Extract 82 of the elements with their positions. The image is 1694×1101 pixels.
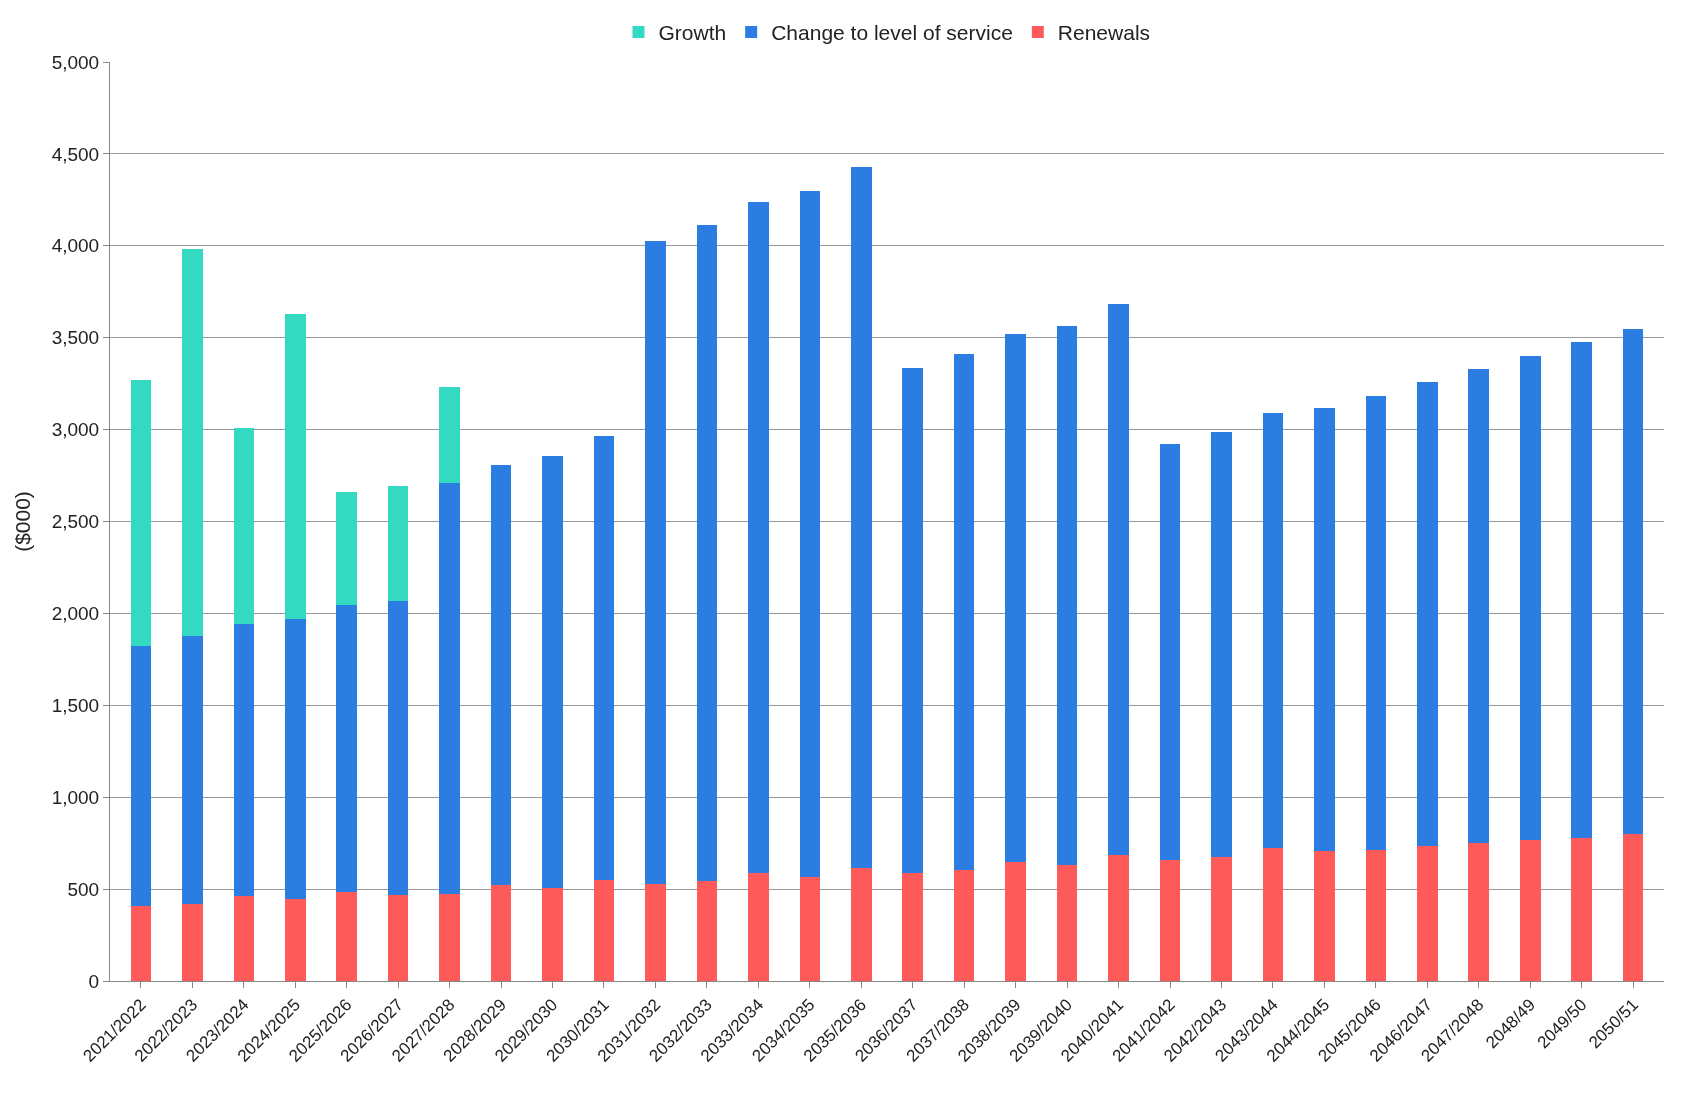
bar <box>1417 845 1438 981</box>
bar <box>799 190 821 878</box>
bar <box>1365 395 1387 850</box>
bar <box>1005 334 1026 862</box>
y-tick-label: 0 <box>88 970 100 992</box>
bar <box>850 867 872 981</box>
bar <box>233 896 255 981</box>
bar <box>130 645 152 906</box>
y-axis-title: ($000) <box>10 491 34 552</box>
bar <box>1056 865 1078 981</box>
bar <box>696 224 718 881</box>
bar <box>233 427 255 624</box>
bar <box>387 600 409 895</box>
bar <box>1108 303 1129 856</box>
bar <box>1108 855 1129 981</box>
legend-label: Renewals <box>1057 21 1151 45</box>
y-tick-label: 2,000 <box>51 603 100 625</box>
bar <box>439 893 460 981</box>
bar <box>1211 432 1232 857</box>
bar <box>902 872 924 981</box>
bar <box>542 888 563 981</box>
bar <box>387 894 409 981</box>
bar <box>1005 861 1026 981</box>
bar <box>182 249 203 637</box>
bar <box>748 873 769 981</box>
bar <box>542 456 563 889</box>
bar <box>1468 843 1490 981</box>
bar <box>1262 413 1284 848</box>
bar <box>336 492 357 606</box>
bar <box>439 482 460 894</box>
legend-label: Growth <box>658 21 727 45</box>
bar <box>953 869 975 981</box>
y-tick-label: 4,500 <box>51 143 100 165</box>
bar <box>490 885 512 981</box>
bar <box>130 379 152 646</box>
legend-label: Change to level of service <box>771 21 1013 45</box>
bar <box>1622 833 1644 981</box>
bar <box>1519 840 1541 981</box>
bar <box>1365 849 1387 981</box>
bar <box>748 201 769 874</box>
bar <box>130 905 152 981</box>
bar <box>645 241 666 884</box>
bar <box>1571 342 1592 838</box>
bar <box>902 368 924 873</box>
bar <box>284 313 306 619</box>
bar <box>439 387 460 483</box>
y-tick-label: 500 <box>67 878 100 900</box>
bar <box>284 899 306 981</box>
bar <box>645 883 666 981</box>
bar <box>1571 837 1592 981</box>
y-tick-label: 4,000 <box>51 235 100 257</box>
bar <box>799 877 821 981</box>
bar <box>1159 444 1181 860</box>
bar <box>1622 328 1644 834</box>
bar <box>1314 407 1335 852</box>
y-tick-label: 3,500 <box>51 327 100 349</box>
bar <box>182 636 203 904</box>
bar <box>1262 847 1284 981</box>
bar <box>696 880 718 981</box>
bar <box>1159 859 1181 981</box>
bar <box>593 879 615 981</box>
bar <box>233 623 255 897</box>
bar <box>593 436 615 880</box>
y-tick-label: 3,000 <box>51 419 100 441</box>
bar <box>336 605 357 892</box>
y-tick-label: 2,500 <box>51 511 100 533</box>
bar <box>182 903 203 981</box>
bar <box>1314 851 1335 981</box>
bar <box>1417 381 1438 846</box>
y-tick-label: 1,000 <box>51 786 100 808</box>
bar <box>1211 856 1232 981</box>
bar <box>336 891 357 981</box>
y-tick-label: 5,000 <box>51 51 100 73</box>
y-tick-label: 1,500 <box>51 694 100 716</box>
bar <box>850 166 872 868</box>
bar <box>1519 356 1541 841</box>
bar <box>1468 368 1490 844</box>
bar <box>284 618 306 900</box>
bar <box>490 464 512 886</box>
bar <box>953 354 975 870</box>
bar <box>1056 325 1078 866</box>
bar <box>387 485 409 601</box>
